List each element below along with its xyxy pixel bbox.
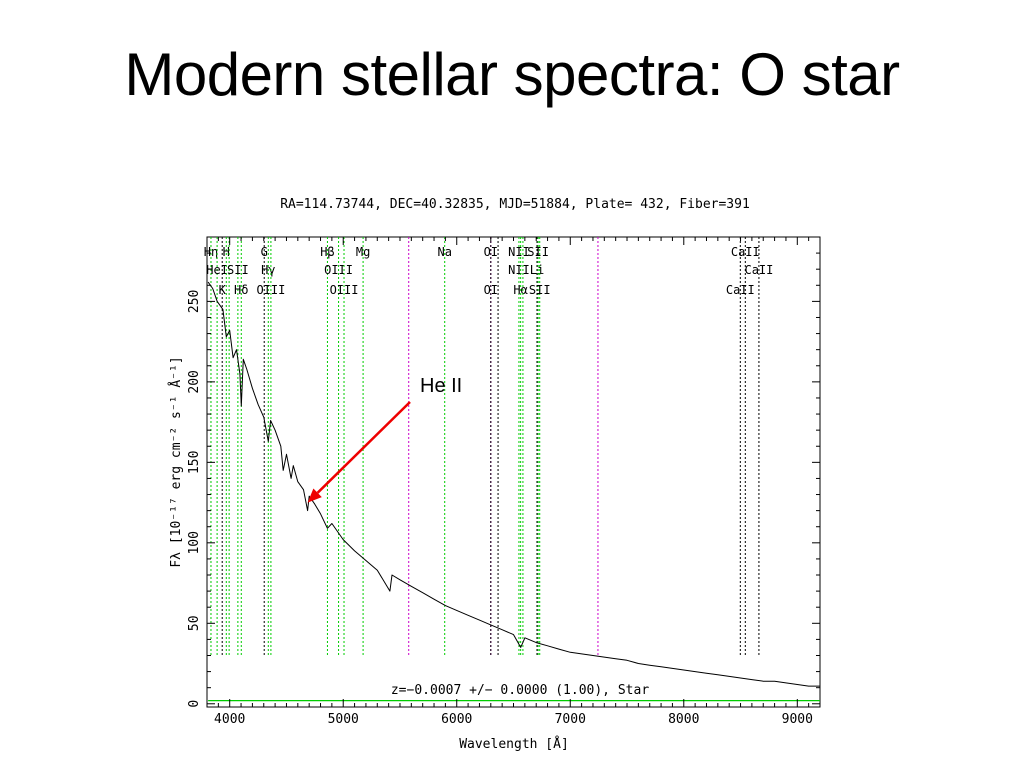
x-axis-label: Wavelength [Å]	[459, 736, 569, 752]
x-axis-ticks: 4000 5000 6000 7000 8000 9000	[214, 237, 821, 727]
spectral-line-label: OIII	[324, 263, 353, 277]
spectral-line-label: CaII	[731, 245, 760, 259]
spectral-line-label: Mg	[356, 245, 370, 259]
y-tick-label: 50	[187, 615, 202, 631]
x-tick-label: 5000	[328, 712, 359, 727]
spectral-line-label: SII	[527, 245, 549, 259]
spectral-line-label: CaII	[744, 263, 773, 277]
spectral-line-label: Hβ	[320, 245, 334, 259]
x-tick-label: 7000	[555, 712, 586, 727]
spectral-line-label: H	[223, 245, 230, 259]
spectral-line-label: SII	[529, 283, 551, 297]
spectral-line-label: CaII	[726, 283, 755, 297]
y-tick-label: 0	[187, 700, 202, 708]
he-ii-arrowhead	[307, 488, 322, 503]
series-group	[207, 281, 820, 702]
x-tick-label: 8000	[668, 712, 699, 727]
spectral-line-label: NII	[508, 263, 530, 277]
plot-frame	[206, 236, 821, 708]
chart-header: RA=114.73744, DEC=40.32835, MJD=51884, P…	[280, 197, 750, 212]
y-tick-label: 100	[187, 531, 202, 554]
spectral-line-label: Na	[437, 245, 451, 259]
y-axis-label: Fλ [10⁻¹⁷ erg cm⁻² s⁻¹ Å⁻¹]	[168, 356, 184, 567]
spectral-line-label: Li	[530, 263, 544, 277]
spectral-line-label: Hη	[204, 245, 218, 259]
spectral-line-label: OI	[484, 283, 498, 297]
x-tick-label: 6000	[441, 712, 472, 727]
spectral-line-label: G	[261, 245, 268, 259]
redshift-footer: z=−0.0007 +/− 0.0000 (1.00), Star	[391, 683, 649, 698]
he-ii-arrow	[316, 401, 411, 494]
spectral-line-label: NII	[508, 245, 530, 259]
spectral-line-label: OIII	[330, 283, 359, 297]
spectral-line-label: SII	[227, 263, 249, 277]
series-line-flux	[207, 281, 820, 687]
x-tick-label: 9000	[782, 712, 813, 727]
y-tick-label: 150	[187, 451, 202, 474]
spectral-line-label: Hδ	[234, 283, 248, 297]
spectral-line-label: OIII	[256, 283, 285, 297]
slide-title: Modern stellar spectra: O star	[124, 41, 900, 108]
y-axis-ticks: 0 50 100 150 200 250	[187, 252, 820, 708]
spectral-line-label: Hα	[513, 283, 527, 297]
y-tick-label: 200	[187, 370, 202, 393]
y-tick-label: 250	[187, 290, 202, 313]
x-tick-label: 4000	[214, 712, 245, 727]
spectral-line-label: OI	[484, 245, 498, 259]
spectral-line-label: K	[219, 283, 227, 297]
spectral-line-label: HeI	[206, 263, 228, 277]
spectral-line-label: Hγ	[261, 263, 275, 277]
he-ii-annotation: He II	[420, 375, 463, 397]
